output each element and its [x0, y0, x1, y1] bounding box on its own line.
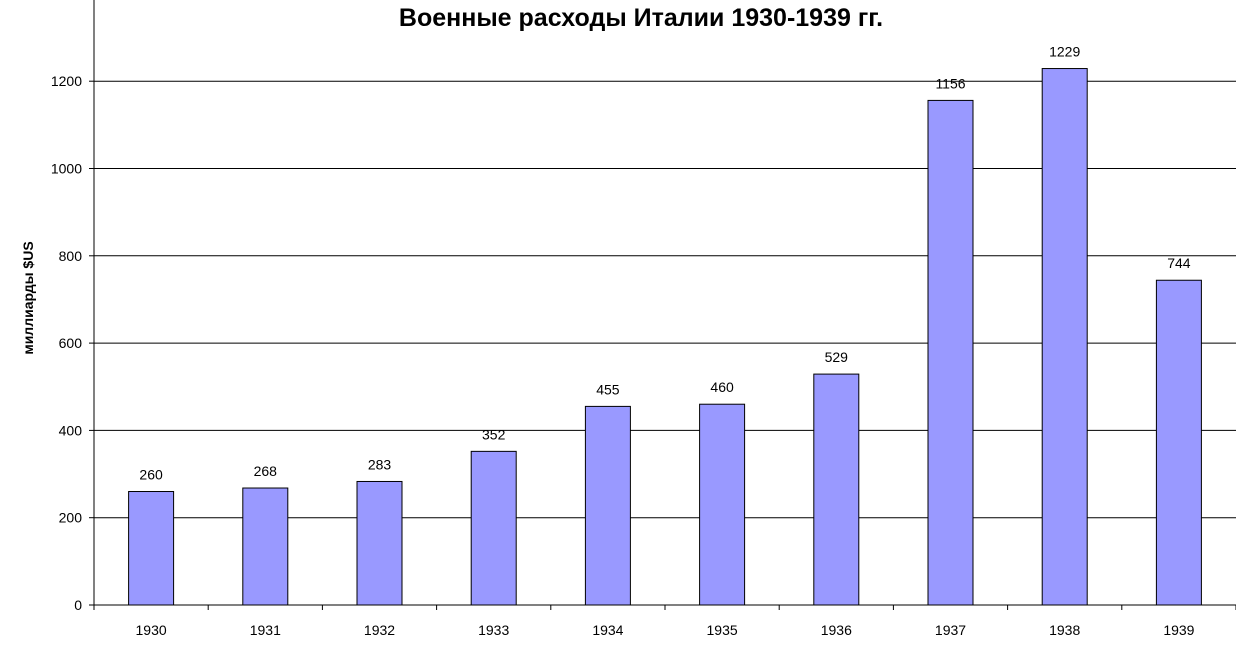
data-label-1936: 529	[825, 349, 849, 365]
x-tick-label-1936: 1936	[821, 622, 852, 638]
bar-1938	[1041, 68, 1088, 606]
x-tick-label-1932: 1932	[364, 622, 395, 638]
x-tick-label-1934: 1934	[592, 622, 623, 638]
bars	[128, 68, 1202, 606]
x-tick-label-1930: 1930	[136, 622, 167, 638]
bar-1931	[242, 487, 289, 606]
bar-1932	[356, 480, 403, 606]
data-label-1934: 455	[596, 381, 620, 397]
bar-1930	[128, 491, 175, 606]
y-tick-label-600: 600	[59, 335, 83, 351]
bar-1939	[1155, 279, 1202, 606]
y-tick-label-400: 400	[59, 422, 83, 438]
bar-1935	[699, 403, 746, 606]
data-label-1930: 260	[139, 467, 163, 483]
data-label-1932: 283	[368, 456, 392, 472]
x-tick-label-1935: 1935	[707, 622, 738, 638]
data-label-1931: 268	[254, 463, 278, 479]
x-tick-labels: 1930 1931 1932 1933 1934 1935 1936 1937 1938 1939	[93, 605, 1236, 638]
data-label-1937: 1156	[935, 75, 965, 91]
y-tick-label-1000: 1000	[51, 161, 82, 177]
data-labels: 260 268 283 352 455 460 529 1156 1229 744	[139, 44, 1190, 483]
bar-1937	[927, 99, 974, 606]
y-tick-label-0: 0	[74, 597, 82, 613]
data-label-1933: 352	[482, 426, 506, 442]
data-label-1935: 460	[710, 379, 734, 395]
x-tick-label-1937: 1937	[935, 622, 966, 638]
x-tick-label-1931: 1931	[250, 622, 281, 638]
y-tick-label-1200: 1200	[51, 73, 82, 89]
bar-1933	[470, 450, 517, 606]
y-tick-label-200: 200	[59, 510, 83, 526]
data-label-1938: 1229	[1049, 44, 1080, 60]
y-tick-label-800: 800	[59, 248, 83, 264]
x-tick-label-1933: 1933	[478, 622, 509, 638]
x-tick-label-1938: 1938	[1049, 622, 1080, 638]
bar-1936	[813, 373, 860, 606]
chart-title: Военные расходы Италии 1930-1939 гг.	[398, 4, 884, 32]
y-tick-labels: 0 200 400 600 800 1000 1200	[51, 73, 94, 613]
bar-1934	[584, 405, 631, 606]
data-label-1939: 744	[1167, 255, 1191, 271]
x-tick-label-1939: 1939	[1163, 622, 1194, 638]
y-axis-title: миллиарды $US	[20, 241, 36, 354]
